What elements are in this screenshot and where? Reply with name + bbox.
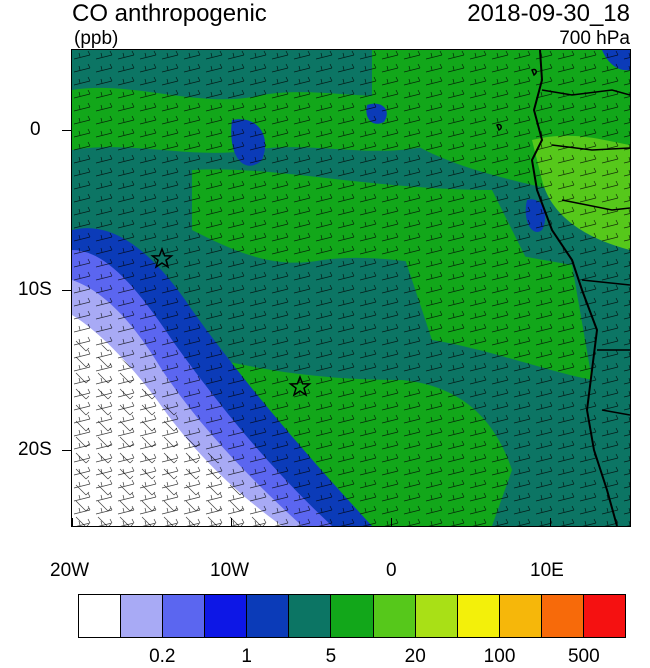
plot-datetime: 2018-09-30_18: [467, 0, 630, 27]
wind-vectors-sw: [72, 330, 272, 526]
colorbar-swatch: [121, 595, 164, 637]
x-tick-mark: [391, 518, 392, 526]
colorbar-swatch: [289, 595, 332, 637]
colorbar-label: 1: [241, 646, 252, 667]
colorbar-swatch: [583, 595, 626, 637]
colorbar-label: 500: [567, 646, 600, 667]
x-tick-label: 10W: [210, 560, 250, 581]
colorbar-label: 20: [404, 646, 426, 667]
islands: [496, 68, 537, 132]
colorbar: [78, 594, 626, 638]
x-tick-label: 0: [386, 560, 397, 581]
colorbar-swatch: [457, 595, 500, 637]
coastline: [530, 50, 618, 526]
y-tick-mark: [62, 130, 72, 131]
colorbar-swatch: [373, 595, 416, 637]
colorbar-swatch: [205, 595, 248, 637]
y-tick-label: 10S: [18, 279, 52, 300]
x-tick-label: 10E: [530, 560, 564, 581]
colorbar-label: 5: [325, 646, 337, 667]
colorbar-swatch: [499, 595, 542, 637]
colorbar-swatch: [163, 595, 206, 637]
y-tick-mark: [62, 290, 72, 291]
x-tick-mark: [231, 518, 232, 526]
country-borders: [541, 89, 630, 416]
plot-title: CO anthropogenic: [72, 0, 267, 27]
colorbar-swatch: [331, 595, 374, 637]
colorbar-label: 100: [483, 646, 516, 667]
x-tick-mark: [72, 518, 73, 526]
map-panel: [72, 50, 630, 526]
colorbar-swatch: [415, 595, 458, 637]
map-canvas: [72, 50, 630, 526]
colorbar-swatch: [247, 595, 290, 637]
plot-level: 700 hPa: [559, 28, 630, 49]
plot-units: (ppb): [74, 28, 119, 49]
colorbar-swatch: [79, 595, 122, 637]
y-tick-label: 20S: [18, 439, 52, 460]
y-tick-mark: [62, 450, 72, 451]
x-tick-mark: [550, 518, 551, 526]
x-tick-label: 20W: [50, 560, 90, 581]
colorbar-swatch: [541, 595, 584, 637]
y-tick-label: 0: [30, 119, 41, 140]
star-marker-2: [288, 374, 312, 397]
colorbar-label: 0.2: [149, 646, 176, 667]
star-marker-1: [150, 246, 174, 269]
